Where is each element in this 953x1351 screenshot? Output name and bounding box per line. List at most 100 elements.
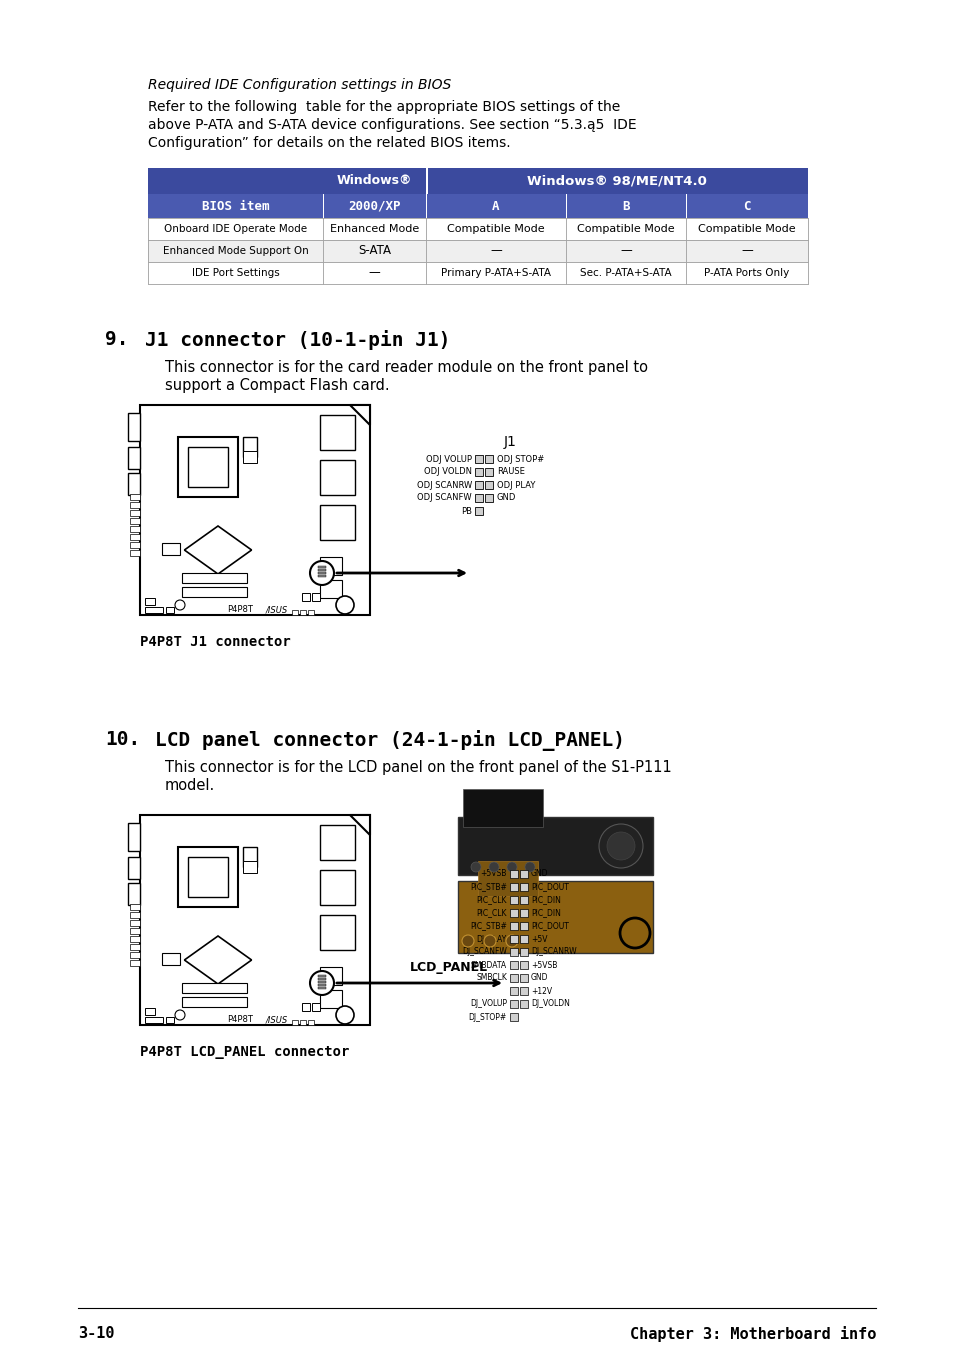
Text: /ISUS: /ISUS bbox=[266, 1016, 288, 1024]
Text: ODJ VOLDN: ODJ VOLDN bbox=[423, 467, 472, 477]
Bar bbox=[178, 847, 237, 907]
Bar bbox=[519, 935, 527, 943]
Polygon shape bbox=[184, 526, 252, 574]
Bar bbox=[317, 978, 326, 979]
Bar bbox=[319, 870, 355, 905]
Bar bbox=[510, 896, 517, 904]
Bar bbox=[148, 195, 807, 218]
Text: J1: J1 bbox=[503, 435, 516, 449]
Circle shape bbox=[310, 971, 334, 994]
Text: BIOS item: BIOS item bbox=[201, 200, 269, 212]
Polygon shape bbox=[350, 815, 370, 835]
Bar bbox=[128, 413, 140, 440]
Text: PB: PB bbox=[460, 507, 472, 516]
Circle shape bbox=[461, 935, 474, 947]
Circle shape bbox=[335, 1006, 354, 1024]
Bar bbox=[140, 405, 370, 615]
Text: +12V: +12V bbox=[531, 986, 552, 996]
Text: P-ATA Ports Only: P-ATA Ports Only bbox=[703, 267, 789, 278]
Text: support a Compact Flash card.: support a Compact Flash card. bbox=[165, 378, 389, 393]
Bar bbox=[317, 576, 326, 577]
Bar bbox=[128, 857, 140, 880]
Bar bbox=[182, 586, 247, 597]
Bar bbox=[484, 455, 493, 463]
Bar bbox=[519, 870, 527, 878]
Text: SMBCLK: SMBCLK bbox=[476, 974, 506, 982]
Text: DJ_SCANFW: DJ_SCANFW bbox=[461, 947, 506, 957]
Bar bbox=[475, 455, 482, 463]
Bar bbox=[565, 240, 685, 262]
Bar bbox=[457, 817, 652, 875]
Bar bbox=[178, 436, 237, 497]
Text: GND: GND bbox=[531, 870, 548, 878]
Bar bbox=[317, 571, 326, 574]
Text: Sec. P-ATA+S-ATA: Sec. P-ATA+S-ATA bbox=[579, 267, 671, 278]
Text: GND: GND bbox=[531, 974, 548, 982]
Bar bbox=[317, 984, 326, 986]
Text: This connector is for the LCD panel on the front panel of the S1-P111: This connector is for the LCD panel on t… bbox=[165, 761, 671, 775]
Bar bbox=[475, 467, 482, 476]
Text: Chapter 3: Motherboard info: Chapter 3: Motherboard info bbox=[629, 1325, 875, 1342]
Bar bbox=[130, 912, 140, 917]
Bar bbox=[565, 195, 566, 218]
Bar bbox=[145, 598, 154, 605]
Text: LCD panel connector (24-1-pin LCD_PANEL): LCD panel connector (24-1-pin LCD_PANEL) bbox=[154, 730, 624, 751]
Bar bbox=[475, 507, 482, 515]
Text: ODJ VOLUP: ODJ VOLUP bbox=[426, 454, 472, 463]
Bar bbox=[323, 262, 426, 284]
Bar bbox=[319, 415, 355, 450]
Bar bbox=[130, 503, 140, 508]
Text: PIC_STB#: PIC_STB# bbox=[470, 921, 506, 931]
Text: Compatible Mode: Compatible Mode bbox=[577, 224, 674, 234]
Text: A: A bbox=[492, 200, 499, 212]
Circle shape bbox=[335, 596, 354, 613]
Text: Windows®: Windows® bbox=[336, 174, 412, 188]
Bar bbox=[317, 981, 326, 984]
Bar bbox=[312, 1002, 319, 1011]
Bar bbox=[243, 847, 256, 867]
Bar bbox=[148, 218, 807, 240]
Bar bbox=[519, 974, 527, 982]
Bar bbox=[148, 218, 323, 240]
Bar bbox=[323, 240, 426, 262]
Bar bbox=[148, 240, 323, 262]
Text: Refer to the following  table for the appropriate BIOS settings of the: Refer to the following table for the app… bbox=[148, 100, 619, 113]
Text: Enhanced Mode: Enhanced Mode bbox=[330, 224, 418, 234]
Text: P4P8T J1 connector: P4P8T J1 connector bbox=[140, 635, 291, 648]
Text: PIC_CLK: PIC_CLK bbox=[476, 896, 506, 905]
Bar bbox=[130, 542, 140, 549]
Bar bbox=[484, 467, 493, 476]
Bar bbox=[130, 509, 140, 516]
Bar bbox=[299, 1020, 306, 1025]
Text: Primary P-ATA+S-ATA: Primary P-ATA+S-ATA bbox=[440, 267, 551, 278]
Bar bbox=[312, 593, 319, 601]
Bar bbox=[188, 447, 228, 486]
Bar bbox=[510, 1000, 517, 1008]
Bar bbox=[475, 494, 482, 503]
Bar bbox=[308, 611, 314, 615]
Text: —: — bbox=[740, 245, 752, 258]
Bar bbox=[182, 573, 247, 584]
Bar bbox=[510, 921, 517, 929]
Text: DJ_VOLUP: DJ_VOLUP bbox=[470, 1000, 506, 1008]
Text: B: B bbox=[621, 200, 629, 212]
Bar bbox=[319, 967, 341, 985]
Bar bbox=[162, 952, 180, 965]
Text: IDE Port Settings: IDE Port Settings bbox=[192, 267, 279, 278]
Bar bbox=[510, 1013, 517, 1021]
Bar bbox=[519, 909, 527, 917]
Bar bbox=[302, 593, 310, 601]
Text: PIC_STB#: PIC_STB# bbox=[470, 882, 506, 892]
Bar bbox=[292, 1020, 297, 1025]
Bar bbox=[128, 884, 140, 905]
Text: /ISUS: /ISUS bbox=[266, 605, 288, 615]
Text: 9.: 9. bbox=[105, 330, 129, 349]
Bar bbox=[308, 1020, 314, 1025]
Bar bbox=[519, 884, 527, 892]
Bar bbox=[565, 218, 685, 240]
Text: Compatible Mode: Compatible Mode bbox=[698, 224, 795, 234]
Circle shape bbox=[174, 1011, 185, 1020]
Text: PIC_DIN: PIC_DIN bbox=[531, 908, 560, 917]
Circle shape bbox=[489, 862, 498, 871]
Bar bbox=[685, 240, 807, 262]
